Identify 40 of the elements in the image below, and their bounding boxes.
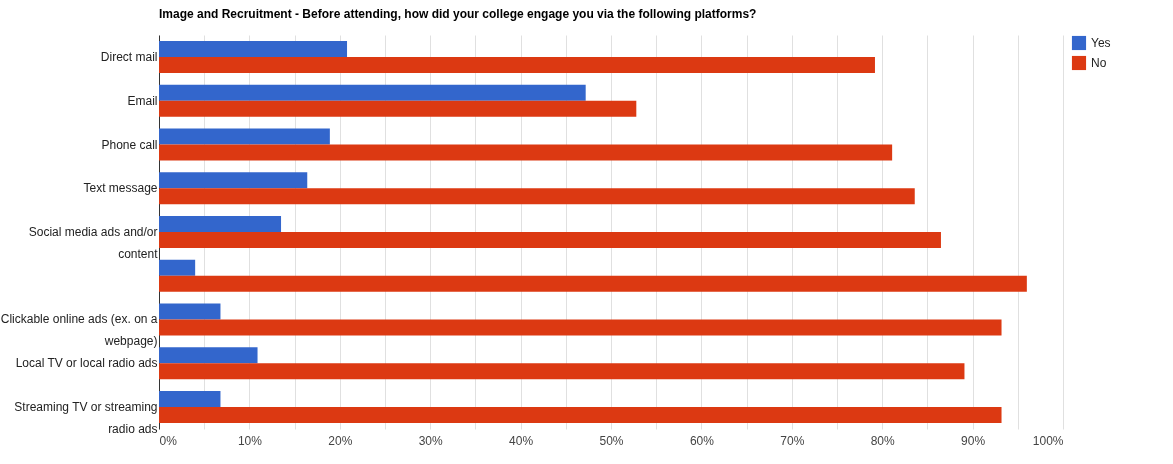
bar: [159, 303, 221, 320]
x-tick-label: 60%: [689, 433, 715, 448]
y-tick-label: Local TV or local radio ads: [15, 356, 158, 371]
bar: [159, 406, 1002, 423]
x-tick-label: 70%: [780, 433, 805, 448]
bar: [159, 128, 330, 145]
bar: [159, 100, 637, 117]
x-tick-label: 100%: [1032, 433, 1064, 448]
x-tick-label: 20%: [328, 433, 353, 448]
bar: [159, 216, 282, 232]
bar: [159, 347, 258, 364]
legend-label: No: [1091, 56, 1107, 70]
bar: [159, 319, 1002, 336]
x-tick-label: 0%: [159, 433, 178, 448]
y-tick-label: Clickable online ads (ex. on a webpage): [0, 312, 158, 349]
bar: [159, 232, 941, 248]
chart-title: Image and Recruitment - Before attending, how did your college engage you via the following platforms?: [159, 7, 757, 21]
y-tick-label: Email: [127, 93, 158, 108]
bar: [159, 363, 965, 380]
bar: [159, 275, 1027, 292]
bar: [159, 172, 308, 189]
legend-label: Yes: [1091, 36, 1111, 50]
bar: [159, 144, 893, 161]
bar: [159, 41, 348, 58]
x-tick-label: 40%: [509, 433, 534, 448]
x-tick-label: 80%: [870, 433, 896, 448]
bar: [159, 390, 221, 407]
x-tick-label: 10%: [237, 433, 263, 448]
bar: [159, 259, 196, 276]
bar: [159, 188, 915, 205]
y-tick-label: Streaming TV or streaming radio ads: [14, 399, 158, 436]
bar: [159, 57, 875, 74]
x-tick-label: 90%: [961, 433, 986, 448]
x-tick-label: 50%: [599, 433, 624, 448]
y-tick-label: Text message: [83, 181, 158, 196]
bar: [159, 84, 586, 101]
y-tick-label: Social media ads and/or content: [28, 225, 159, 261]
x-tick-label: 30%: [418, 433, 444, 448]
y-tick-label: Direct mail: [100, 50, 158, 65]
y-tick-label: Phone call: [101, 137, 158, 152]
